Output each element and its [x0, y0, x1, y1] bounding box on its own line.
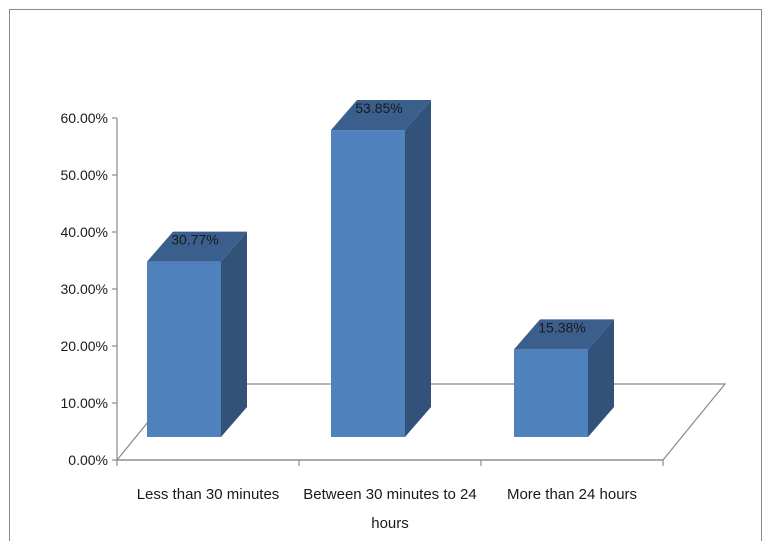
y-tick-label: 20.00%	[61, 338, 108, 354]
y-tick-label: 30.00%	[61, 281, 108, 297]
category-label: More than 24 hours	[507, 486, 637, 503]
bar-side-face	[221, 231, 247, 437]
bar-front-face	[147, 261, 221, 437]
bar	[514, 319, 614, 437]
bar-top-face	[514, 319, 614, 350]
bar-front-face	[514, 349, 588, 437]
y-tick-label: 0.00%	[68, 452, 108, 468]
category-label: Less than 30 minutes	[137, 486, 280, 503]
bars	[147, 100, 614, 438]
category-label: Between 30 minutes to 24	[303, 486, 476, 503]
value-label: 15.38%	[538, 319, 585, 335]
y-tick-label: 50.00%	[61, 167, 108, 183]
bar-side-face	[405, 100, 431, 438]
bar-front-face	[331, 130, 405, 437]
chart-frame	[9, 9, 762, 541]
category-label: hours	[371, 515, 409, 532]
category-labels: Less than 30 minutes Between 30 minutes t…	[137, 486, 637, 532]
bar	[331, 100, 431, 438]
value-label: 53.85%	[355, 100, 402, 116]
chart-axes: 0.00% 10.00% 20.00% 30.00% 40.00% 50.00% 60.00…	[61, 110, 664, 468]
value-labels: 30.77% 53.85% 15.38%	[171, 100, 585, 335]
bar-top-face	[331, 100, 431, 131]
y-tick-label: 40.00%	[61, 224, 108, 240]
bar	[147, 231, 247, 437]
y-tick-label: 10.00%	[61, 395, 108, 411]
value-label: 30.77%	[171, 232, 218, 248]
y-tick-label: 60.00%	[61, 110, 108, 126]
bar-side-face	[588, 319, 614, 437]
bar-top-face	[147, 231, 247, 262]
